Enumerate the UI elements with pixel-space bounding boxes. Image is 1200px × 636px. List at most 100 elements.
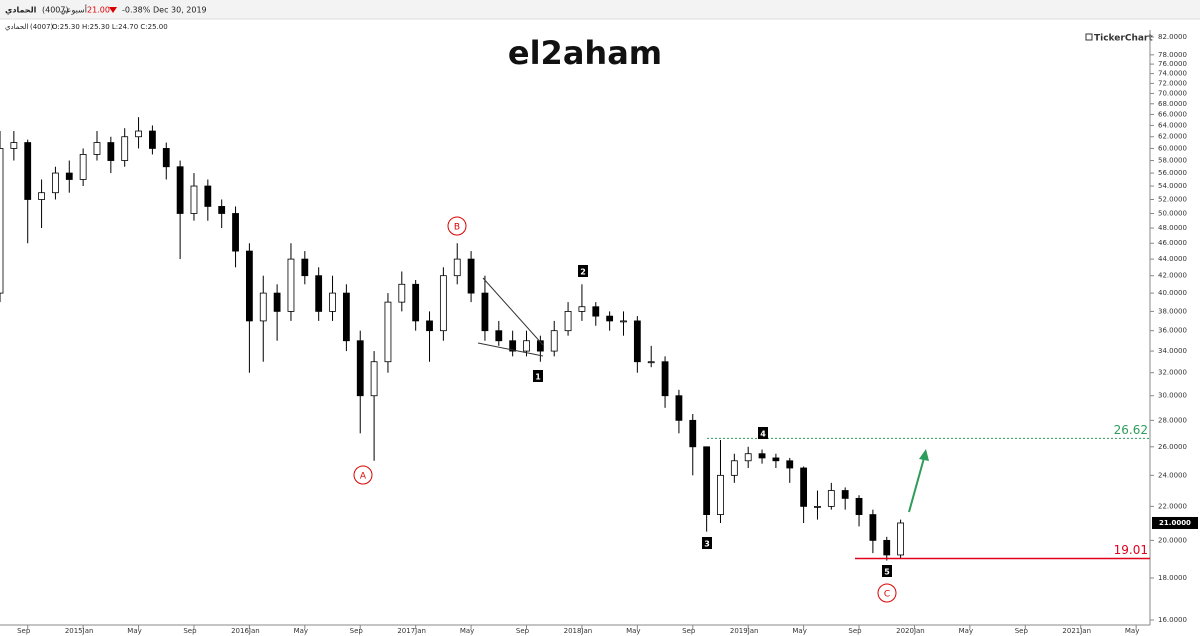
candle-body bbox=[439, 275, 447, 332]
x-tick-label: Sep bbox=[1015, 627, 1029, 635]
candle-body bbox=[800, 467, 808, 507]
candle-body bbox=[772, 457, 780, 462]
ohlc-values: O:25.30 H:25.30 L:24.70 C:25.00 bbox=[52, 23, 168, 31]
x-tick-label: 2016Jan bbox=[231, 627, 260, 635]
candle-body bbox=[855, 497, 863, 515]
candle-body bbox=[523, 340, 530, 352]
forecast-arrowhead bbox=[919, 449, 929, 461]
candle-body bbox=[730, 460, 738, 476]
wave-number: 1 bbox=[535, 373, 541, 382]
change: -0.38% bbox=[122, 6, 151, 15]
y-tick-label: 60.0000 bbox=[1158, 144, 1187, 152]
candle-body bbox=[135, 130, 142, 138]
wave-box bbox=[882, 565, 892, 577]
y-tick-label: 46.0000 bbox=[1158, 239, 1187, 247]
x-tick-label: Sep bbox=[516, 627, 530, 635]
candle-body bbox=[93, 142, 101, 155]
candle-body bbox=[218, 206, 226, 214]
candle-body bbox=[384, 301, 392, 363]
candle-body bbox=[536, 340, 544, 352]
y-tick-label: 76.0000 bbox=[1158, 60, 1187, 68]
candle-body bbox=[592, 306, 600, 317]
candle-body bbox=[897, 522, 905, 556]
candle-body bbox=[841, 490, 849, 499]
candle-body bbox=[232, 213, 239, 252]
wave-box bbox=[702, 537, 712, 549]
candle-body bbox=[0, 148, 4, 294]
candle-body bbox=[869, 514, 877, 541]
candle-body bbox=[675, 395, 683, 421]
y-tick-label: 70.0000 bbox=[1158, 89, 1187, 97]
candle-body bbox=[717, 474, 724, 515]
wave-box bbox=[533, 370, 543, 382]
wedge-line bbox=[482, 277, 544, 346]
wave-circle bbox=[353, 465, 373, 485]
candle-body bbox=[453, 258, 461, 277]
wave-number: 4 bbox=[760, 430, 766, 439]
y-tick-label: 52.0000 bbox=[1158, 195, 1187, 203]
x-tick-label: Sep bbox=[183, 627, 197, 635]
price-tag bbox=[1152, 516, 1198, 529]
wave-number: 5 bbox=[884, 568, 890, 577]
candle-body bbox=[162, 148, 170, 168]
candle-body bbox=[121, 136, 129, 161]
x-tick-label: May bbox=[792, 627, 806, 635]
x-tick-label: Sep bbox=[682, 627, 696, 635]
candle-body bbox=[245, 250, 253, 322]
candle-body bbox=[79, 154, 87, 180]
price: 21.00 bbox=[87, 6, 110, 15]
y-tick-label: 38.0000 bbox=[1158, 307, 1187, 315]
x-tick-label: Sep bbox=[17, 627, 31, 635]
x-tick-label: May bbox=[127, 627, 141, 635]
wave-label: B bbox=[454, 223, 460, 233]
wedge-line bbox=[477, 342, 544, 357]
candle-body bbox=[259, 292, 267, 322]
candle-body bbox=[38, 192, 45, 200]
candle-body bbox=[689, 419, 697, 448]
y-tick-label: 42.0000 bbox=[1158, 272, 1187, 280]
x-tick-label: Sep bbox=[848, 627, 862, 635]
wave-number: 3 bbox=[704, 540, 710, 549]
price-tag-label: 21.0000 bbox=[1159, 519, 1191, 527]
candle-body bbox=[65, 172, 73, 180]
candle-body bbox=[190, 185, 198, 214]
x-tick-label: 2017Jan bbox=[397, 627, 426, 635]
wave-label: C bbox=[884, 590, 890, 600]
candle-body bbox=[329, 292, 336, 312]
down-arrow bbox=[109, 7, 117, 13]
y-tick-label: 82.0000 bbox=[1158, 33, 1187, 41]
level-label: 19.01 bbox=[1114, 543, 1148, 557]
level-label: 26.62 bbox=[1114, 423, 1148, 437]
y-tick-label: 50.0000 bbox=[1158, 209, 1187, 217]
candle-body bbox=[564, 310, 572, 332]
candle-body bbox=[301, 258, 309, 277]
wave-circle bbox=[877, 583, 897, 603]
chart-title: el2aham bbox=[508, 34, 662, 72]
candle-body bbox=[204, 185, 212, 207]
x-tick-label: 2018Jan bbox=[564, 627, 593, 635]
candle-body bbox=[52, 172, 59, 194]
candle-body bbox=[398, 283, 406, 303]
wave-box bbox=[758, 427, 768, 439]
candle-body bbox=[703, 446, 711, 515]
x-tick-label: May bbox=[294, 627, 308, 635]
y-tick-label: 34.0000 bbox=[1158, 347, 1187, 355]
candle-body bbox=[550, 330, 558, 352]
ohlc-code: (4007) bbox=[30, 23, 54, 31]
period: أسبوعي bbox=[60, 5, 87, 15]
y-tick-label: 62.0000 bbox=[1158, 133, 1187, 141]
y-tick-label: 44.0000 bbox=[1158, 255, 1187, 263]
candle-body bbox=[758, 453, 766, 459]
y-tick-label: 32.0000 bbox=[1158, 369, 1187, 377]
candle-body bbox=[633, 320, 641, 363]
wave-box bbox=[578, 265, 588, 277]
forecast-arrow bbox=[908, 457, 925, 513]
wave-circle bbox=[447, 216, 467, 236]
candle-body bbox=[287, 258, 295, 312]
candle-body bbox=[342, 292, 350, 342]
candle-body bbox=[661, 361, 669, 397]
x-tick-label: May bbox=[626, 627, 640, 635]
candle-body bbox=[481, 292, 489, 332]
y-tick-label: 40.0000 bbox=[1158, 289, 1187, 297]
